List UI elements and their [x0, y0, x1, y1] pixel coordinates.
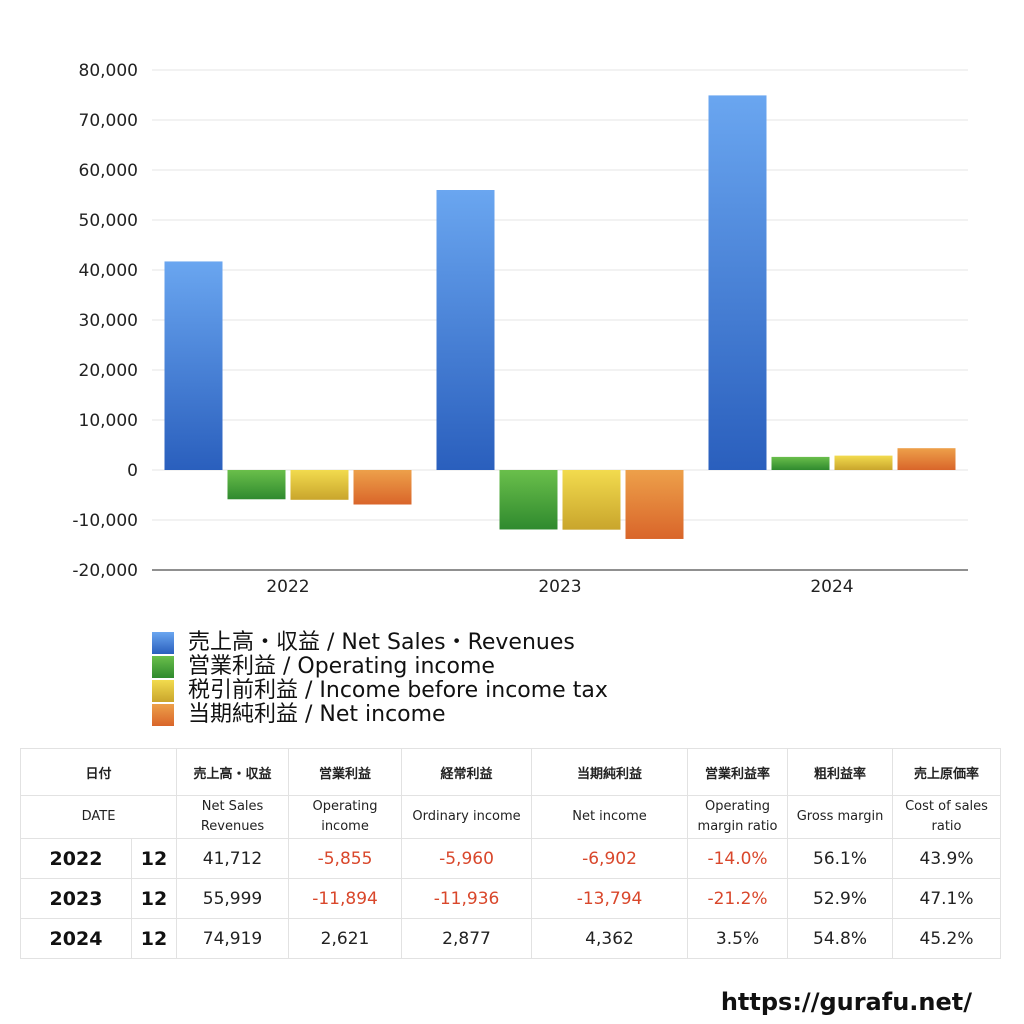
header-net-income-en: Net income	[531, 795, 689, 839]
legend-item-operating-income: 営業利益 / Operating income	[152, 655, 608, 679]
bar-income-before-tax-2023	[562, 470, 621, 530]
cell-operating-income: 2,621	[288, 918, 403, 959]
cell-ordinary-income: -5,960	[401, 838, 533, 879]
y-tick-label: 60,000	[79, 161, 138, 181]
row-month: 12	[130, 918, 178, 959]
row-year: 2024	[20, 918, 132, 959]
bar-net-income-2022	[353, 470, 412, 505]
header-gross-margin-jp: 粗利益率	[787, 748, 894, 796]
cell-gross-margin: 56.1%	[787, 838, 894, 879]
y-tick-label: -20,000	[72, 561, 138, 581]
cell-net-income: 4,362	[531, 918, 689, 959]
cell-net-sales: 41,712	[176, 838, 290, 879]
bar-income-before-tax-2022	[290, 470, 349, 500]
table-row: 2022 12 41,712 -5,855 -5,960 -6,902 -14.…	[20, 838, 1002, 879]
x-axis: 2022 2023 2024	[152, 569, 968, 597]
legend-label: 売上高・収益 / Net Sales・Revenues	[188, 630, 575, 655]
cell-net-income: -6,902	[531, 838, 689, 879]
header-net-sales-jp: 売上高・収益	[176, 748, 290, 796]
legend-item-net-sales: 売上高・収益 / Net Sales・Revenues	[152, 631, 608, 655]
cell-operating-margin: -21.2%	[687, 878, 789, 919]
cell-net-sales: 55,999	[176, 878, 290, 919]
legend-item-income-before-tax: 税引前利益 / Income before income tax	[152, 679, 608, 703]
bar-net-sales-2024	[708, 95, 767, 470]
legend-label: 営業利益 / Operating income	[188, 654, 495, 679]
row-year: 2023	[20, 878, 132, 919]
header-operating-margin-jp: 営業利益率	[687, 748, 789, 796]
bar-net-income-2023	[625, 470, 684, 539]
header-operating-margin-en: Operating margin ratio	[687, 795, 789, 839]
cell-cost-ratio: 45.2%	[892, 918, 1002, 959]
header-date-en: DATE	[19, 795, 178, 839]
y-tick-label: 10,000	[79, 411, 138, 431]
y-tick-label: 50,000	[79, 211, 138, 231]
cell-cost-ratio: 43.9%	[892, 838, 1002, 879]
header-operating-income-en: Operating income	[288, 795, 403, 839]
legend-swatch	[152, 680, 174, 702]
bar-net-income-2024	[897, 448, 956, 470]
header-operating-income-jp: 営業利益	[288, 748, 403, 796]
table-header-jp: 日付 売上高・収益 営業利益 経常利益 当期純利益 営業利益率 粗利益率 売上原…	[19, 748, 1002, 796]
cell-operating-margin: 3.5%	[687, 918, 789, 959]
y-tick-label: 0	[127, 461, 138, 481]
table-header-en: DATE Net Sales Revenues Operating income…	[19, 795, 1002, 839]
header-net-sales-en: Net Sales Revenues	[176, 795, 290, 839]
cell-net-income: -13,794	[531, 878, 689, 919]
site-url: https://gurafu.net/	[720, 988, 972, 1016]
cell-operating-margin: -14.0%	[687, 838, 789, 879]
legend-label: 当期純利益 / Net income	[188, 702, 446, 727]
header-net-income-jp: 当期純利益	[531, 748, 689, 796]
y-tick-label: 80,000	[79, 61, 138, 81]
x-tick-label: 2023	[538, 577, 581, 597]
cell-ordinary-income: -11,936	[401, 878, 533, 919]
header-cost-ratio-en: Cost of sales ratio	[892, 795, 1002, 839]
cell-gross-margin: 54.8%	[787, 918, 894, 959]
cell-operating-income: -11,894	[288, 878, 403, 919]
header-date-jp: 日付	[19, 748, 178, 796]
y-tick-label: 70,000	[79, 111, 138, 131]
bar-operating-income-2023	[499, 470, 558, 530]
bar-net-sales-2022	[164, 261, 223, 470]
legend-label: 税引前利益 / Income before income tax	[188, 678, 608, 703]
bar-chart: 80,000 70,000 60,000 50,000 40,000 30,000 20,0…	[72, 61, 968, 597]
cell-operating-income: -5,855	[288, 838, 403, 879]
cell-ordinary-income: 2,877	[401, 918, 533, 959]
table-row: 2024 12 74,919 2,621 2,877 4,362 3.5% 54…	[20, 918, 1002, 959]
header-ordinary-income-jp: 経常利益	[401, 748, 533, 796]
y-tick-label: 20,000	[79, 361, 138, 381]
y-tick-label: 30,000	[79, 311, 138, 331]
cell-cost-ratio: 47.1%	[892, 878, 1002, 919]
y-tick-label: -10,000	[72, 511, 138, 531]
bar-operating-income-2022	[227, 470, 286, 500]
cell-net-sales: 74,919	[176, 918, 290, 959]
x-tick-label: 2022	[266, 577, 309, 597]
table-row: 2023 12 55,999 -11,894 -11,936 -13,794 -…	[20, 878, 1002, 919]
chart-bars	[164, 95, 956, 539]
legend-swatch	[152, 632, 174, 654]
chart-legend: 売上高・収益 / Net Sales・Revenues 営業利益 / Opera…	[152, 631, 608, 727]
row-month: 12	[130, 838, 178, 879]
y-tick-label: 40,000	[79, 261, 138, 281]
header-gross-margin-en: Gross margin	[787, 795, 894, 839]
row-month: 12	[130, 878, 178, 919]
row-year: 2022	[20, 838, 132, 879]
financial-table: 日付 売上高・収益 営業利益 経常利益 当期純利益 営業利益率 粗利益率 売上原…	[19, 748, 1002, 959]
legend-swatch	[152, 704, 174, 726]
legend-item-net-income: 当期純利益 / Net income	[152, 703, 608, 727]
header-cost-ratio-jp: 売上原価率	[892, 748, 1002, 796]
y-axis-ticks: 80,000 70,000 60,000 50,000 40,000 30,000 20,0…	[72, 61, 138, 581]
x-tick-label: 2024	[810, 577, 853, 597]
bar-operating-income-2024	[771, 456, 830, 470]
legend-swatch	[152, 656, 174, 678]
cell-gross-margin: 52.9%	[787, 878, 894, 919]
bar-net-sales-2023	[436, 190, 495, 470]
bar-income-before-tax-2024	[834, 455, 893, 470]
header-ordinary-income-en: Ordinary income	[401, 795, 533, 839]
